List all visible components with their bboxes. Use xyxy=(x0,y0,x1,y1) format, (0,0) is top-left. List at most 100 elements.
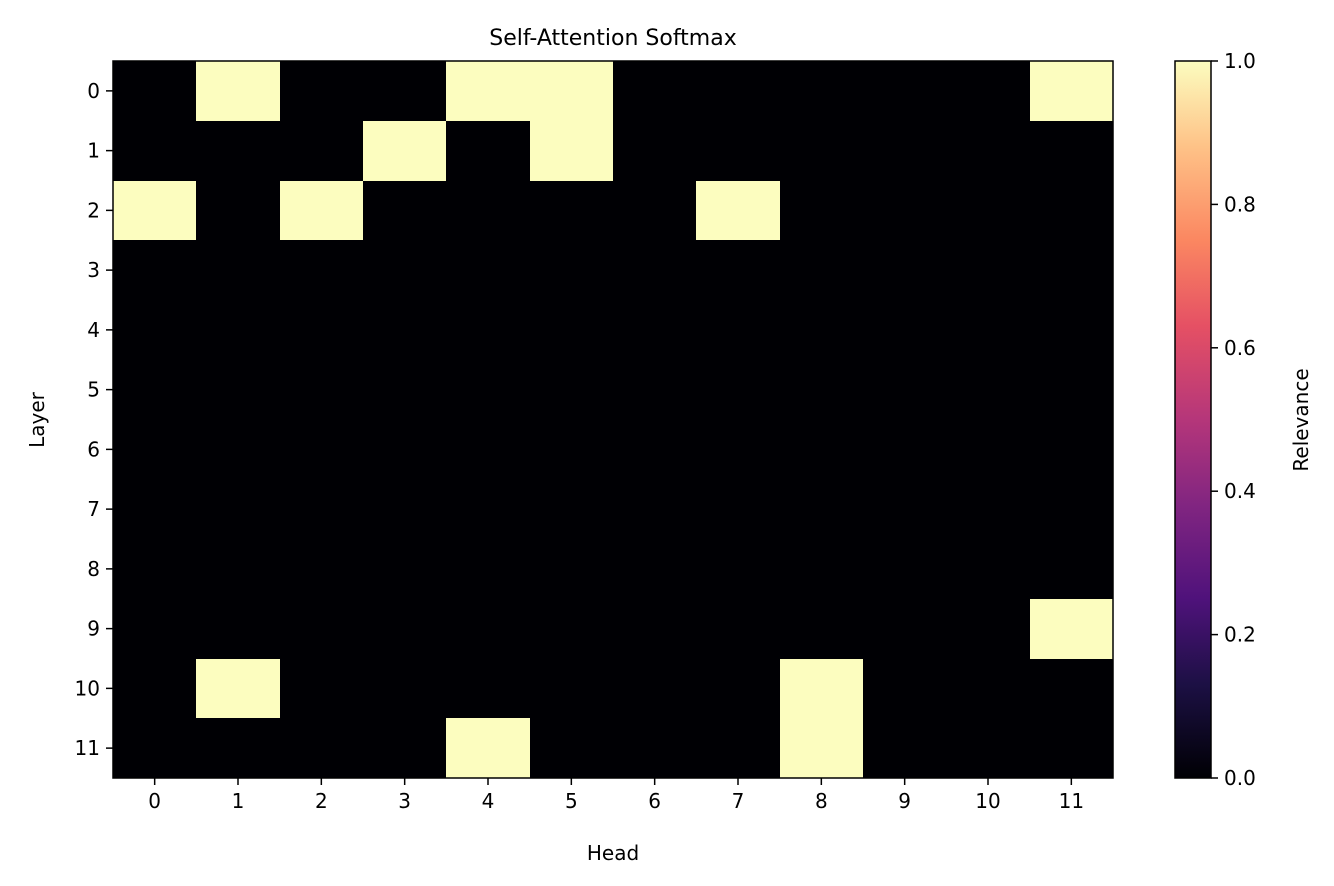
heatmap-cell xyxy=(280,121,363,181)
heatmap-cell xyxy=(280,61,363,121)
y-tick-label: 0 xyxy=(87,79,100,103)
heatmap-cell xyxy=(946,479,1030,539)
heatmap-cell xyxy=(780,360,863,420)
y-tick-label: 2 xyxy=(87,198,100,222)
heatmap-cell xyxy=(280,479,363,539)
heatmap-cell xyxy=(863,240,946,300)
x-axis: 0 1 2 3 4 5 6 7 8 9 10 11 xyxy=(148,778,1084,813)
x-tick-label: 8 xyxy=(815,789,828,813)
heatmap-cell xyxy=(196,300,280,360)
heatmap-cell xyxy=(780,181,863,240)
heatmap-cell xyxy=(196,360,280,420)
heatmap-cell xyxy=(530,300,613,360)
heatmap-cell xyxy=(363,360,446,420)
heatmap-cell xyxy=(613,599,696,659)
heatmap-cell xyxy=(1030,718,1113,778)
colorbar xyxy=(1174,60,1212,779)
heatmap-cell xyxy=(113,181,196,240)
heatmap-cell xyxy=(1030,479,1113,539)
heatmap-cell xyxy=(863,599,946,659)
heatmap-cell xyxy=(113,121,196,181)
heatmap-cell xyxy=(863,420,946,479)
heatmap-cell xyxy=(363,659,446,718)
colorbar-axis: 0.0 0.2 0.4 0.6 0.8 1.0 xyxy=(1211,49,1256,790)
heatmap-cell xyxy=(696,718,780,778)
heatmap-cell xyxy=(696,599,780,659)
heatmap-cell xyxy=(946,599,1030,659)
heatmap-cell xyxy=(1030,659,1113,718)
heatmap-cell xyxy=(863,121,946,181)
x-tick-label: 10 xyxy=(975,789,1000,813)
heatmap-cell xyxy=(196,61,280,121)
x-tick-label: 7 xyxy=(732,789,745,813)
heatmap-cell xyxy=(280,181,363,240)
heatmap-cell xyxy=(446,181,530,240)
y-tick-label: 5 xyxy=(87,378,100,402)
colorbar-tick-label: 0.0 xyxy=(1224,766,1256,790)
heatmap-cell xyxy=(363,420,446,479)
y-tick-label: 9 xyxy=(87,617,100,641)
heatmap-cell xyxy=(1030,420,1113,479)
heatmap-cell xyxy=(113,659,196,718)
heatmap-cell xyxy=(613,300,696,360)
x-tick-label: 4 xyxy=(482,789,495,813)
heatmap-cell xyxy=(780,61,863,121)
heatmap-cell xyxy=(113,539,196,599)
heatmap-cell xyxy=(113,599,196,659)
y-tick-label: 7 xyxy=(87,497,100,521)
heatmap-cell xyxy=(1030,599,1113,659)
heatmap-cell xyxy=(280,420,363,479)
heatmap-cell xyxy=(613,479,696,539)
heatmap-cell xyxy=(363,479,446,539)
heatmap-cell xyxy=(1030,240,1113,300)
heatmap-cell xyxy=(530,420,613,479)
heatmap-cell xyxy=(196,718,280,778)
heatmap-cell xyxy=(196,121,280,181)
heatmap-cell xyxy=(613,61,696,121)
colorbar-tick-label: 1.0 xyxy=(1224,49,1256,73)
heatmap-cell xyxy=(113,718,196,778)
y-tick-label: 10 xyxy=(75,676,100,700)
x-tick-label: 2 xyxy=(315,789,328,813)
heatmap-cell xyxy=(196,479,280,539)
heatmap-cell xyxy=(530,718,613,778)
heatmap-cell xyxy=(863,61,946,121)
heatmap-cell xyxy=(946,659,1030,718)
heatmap-cell xyxy=(113,300,196,360)
heatmap-cell xyxy=(363,121,446,181)
heatmap-cell xyxy=(613,360,696,420)
heatmap-cell xyxy=(863,659,946,718)
heatmap-cell xyxy=(696,479,780,539)
colorbar-label: Relevance xyxy=(1289,368,1313,471)
heatmap-cell xyxy=(696,659,780,718)
heatmap-cell xyxy=(280,360,363,420)
heatmap-cell xyxy=(530,61,613,121)
heatmap-cell xyxy=(946,121,1030,181)
x-tick-label: 3 xyxy=(398,789,411,813)
heatmap-cell xyxy=(780,659,863,718)
heatmap-cell xyxy=(280,659,363,718)
heatmap-cell xyxy=(946,420,1030,479)
heatmap-cell xyxy=(196,659,280,718)
x-axis-label: Head xyxy=(587,841,639,865)
heatmap-cell xyxy=(946,181,1030,240)
heatmap-cell xyxy=(530,360,613,420)
heatmap-cell xyxy=(113,61,196,121)
heatmap-cell xyxy=(696,181,780,240)
heatmap-cell xyxy=(363,599,446,659)
heatmap-cell xyxy=(780,599,863,659)
heatmap-cell xyxy=(446,61,530,121)
heatmap-cell xyxy=(196,181,280,240)
heatmap-cell xyxy=(946,300,1030,360)
heatmap-cell xyxy=(1030,61,1113,121)
heatmap-cell xyxy=(1030,300,1113,360)
heatmap-cell xyxy=(530,539,613,599)
heatmap-cell xyxy=(113,360,196,420)
heatmap-cell xyxy=(863,718,946,778)
heatmap-cell xyxy=(530,659,613,718)
heatmap-cell xyxy=(363,539,446,599)
heatmap-cell xyxy=(1030,360,1113,420)
heatmap-cell xyxy=(196,420,280,479)
colorbar-tick-label: 0.4 xyxy=(1224,479,1256,503)
